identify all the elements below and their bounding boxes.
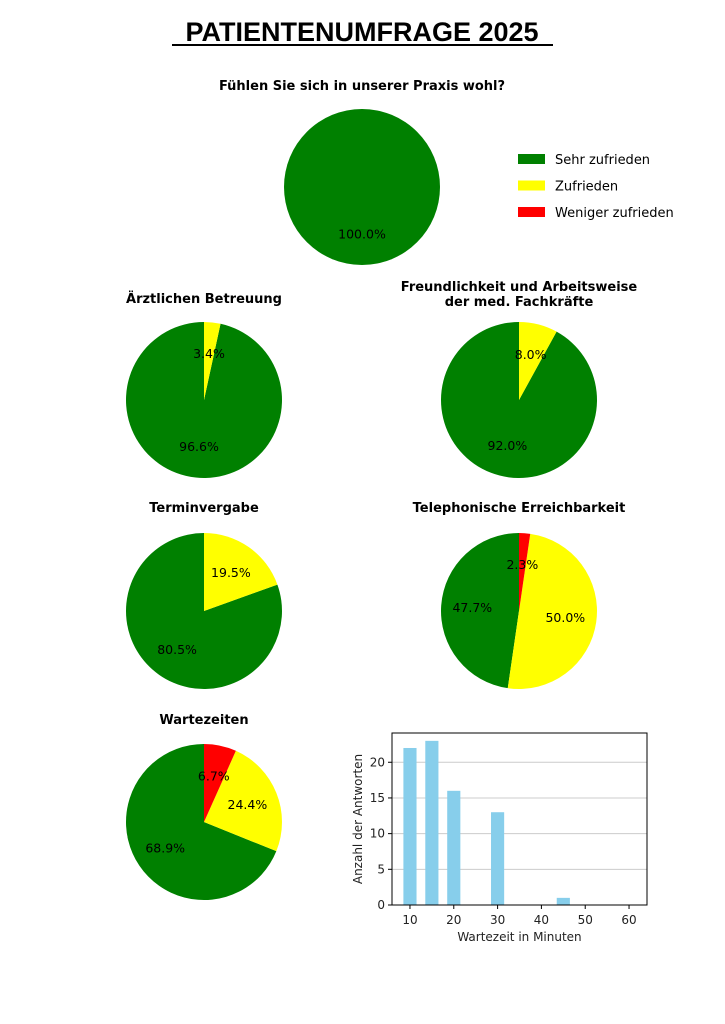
pie-title: Wartezeiten [159,713,248,728]
x-tick-label: 60 [621,913,636,927]
pie-slice [204,750,282,852]
x-axis-label: Wartezeit in Minuten [457,930,581,944]
legend-swatch [518,180,545,191]
pie-slice [204,533,278,611]
pie-slice [441,533,519,689]
pie-data-label: 68.9% [145,841,185,856]
pie-slice [441,322,598,478]
pie-slice [204,322,221,400]
pie-chart: Terminvergabe 80.5% 19.5% [126,501,282,689]
x-tick-label: 40 [534,913,549,927]
pie-data-label: 47.7% [452,600,492,615]
main-title: PATIENTENUMFRAGE 2025 [185,17,538,47]
x-tick-label: 50 [578,913,593,927]
y-tick-label: 20 [370,755,385,769]
y-tick-label: 10 [370,827,385,841]
bar-chart: 0 5 10 15 20 10 20 30 40 50 60 Wartezeit in Minuten… [351,732,648,944]
legend-label: Zufrieden [555,180,618,195]
pie-slice [507,533,597,689]
pie-title: der med. Fachkräfte [445,295,594,310]
pie-title: Telephonische Erreichbarkeit [413,501,626,516]
x-tick-label: 10 [402,913,417,927]
pie-data-label: 92.0% [488,438,528,453]
bar [491,812,505,905]
pie-slice [204,744,236,822]
pie-chart: Fühlen Sie sich in unserer Praxis wohl? 1… [219,79,505,265]
pie-slice [126,744,277,900]
bar [447,790,461,905]
bar [425,740,439,905]
pie-data-label: 80.5% [157,642,197,657]
pie-title: Terminvergabe [149,501,259,516]
pie-chart: Ärztlichen Betreuung 96.6% 3.4% [126,291,283,479]
y-tick-label: 5 [377,862,385,876]
bar [556,897,570,905]
pie-slice [519,322,557,400]
y-axis-label: Anzahl der Antworten [351,754,365,884]
pie-slice [126,533,282,689]
legend-label: Sehr zufrieden [555,153,650,168]
bar [403,747,417,905]
legend-swatch [518,154,545,164]
pie-data-label: 96.6% [179,439,219,454]
legend: Sehr zufrieden Zufrieden Weniger zufrieden [518,153,674,221]
pie-chart: Telephonische Erreichbarkeit 47.7% 50.0% 2.… [413,501,626,689]
pie-title: Freundlichkeit und Arbeitsweise [401,280,638,295]
pie-data-label: 8.0% [515,347,547,362]
x-tick-label: 30 [490,913,505,927]
pie-slice [284,109,440,265]
legend-swatch [518,207,545,217]
legend-label: Weniger zufrieden [555,206,674,221]
x-tick-label: 20 [446,913,461,927]
y-tick-label: 15 [370,791,385,805]
pie-slice [126,322,283,479]
pie-chart: Wartezeiten 68.9% 24.4% 6.7% [126,713,282,900]
pie-data-label: 100.0% [338,226,386,241]
pie-data-label: 19.5% [211,565,251,580]
pie-title: Ärztlichen Betreuung [126,291,282,307]
pie-data-label: 24.4% [228,797,268,812]
y-tick-label: 0 [377,898,385,912]
pie-data-label: 50.0% [545,610,585,625]
pie-data-label: 3.4% [193,346,225,361]
pie-data-label: 2.3% [506,557,538,572]
plot-frame [391,732,648,906]
pie-data-label: 6.7% [198,769,230,784]
pie-slice [519,533,531,611]
pie-title: Fühlen Sie sich in unserer Praxis wohl? [219,79,505,94]
